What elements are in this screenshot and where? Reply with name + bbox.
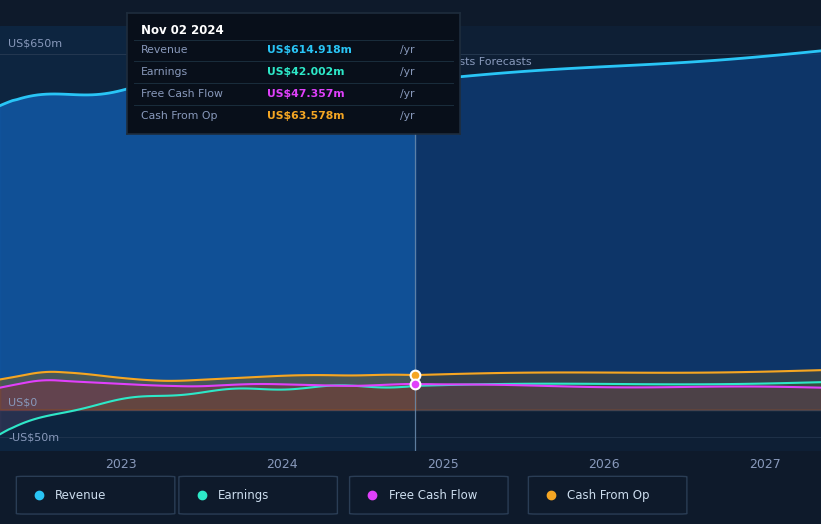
Text: Earnings: Earnings [218, 489, 269, 501]
Text: US$0: US$0 [8, 397, 37, 407]
Text: Free Cash Flow: Free Cash Flow [388, 489, 477, 501]
Text: -US$50m: -US$50m [8, 432, 59, 442]
Text: Analysts Forecasts: Analysts Forecasts [429, 57, 532, 67]
Text: US$42.002m: US$42.002m [267, 67, 344, 77]
Text: Cash From Op: Cash From Op [140, 111, 217, 121]
Text: US$614.918m: US$614.918m [267, 46, 351, 56]
Text: /yr: /yr [400, 89, 415, 99]
Text: Cash From Op: Cash From Op [567, 489, 650, 501]
Text: US$63.578m: US$63.578m [267, 111, 344, 121]
Text: US$650m: US$650m [8, 38, 62, 48]
Text: Revenue: Revenue [55, 489, 107, 501]
Bar [0, 26, 415, 451]
Text: /yr: /yr [400, 67, 415, 77]
Text: Nov 02 2024: Nov 02 2024 [140, 24, 223, 37]
Text: Past: Past [379, 57, 402, 67]
Text: /yr: /yr [400, 46, 415, 56]
Text: US$47.357m: US$47.357m [267, 89, 345, 99]
Text: /yr: /yr [400, 111, 415, 121]
Text: Revenue: Revenue [140, 46, 188, 56]
Text: Earnings: Earnings [140, 67, 188, 77]
Text: Free Cash Flow: Free Cash Flow [140, 89, 222, 99]
Bar [415, 26, 821, 451]
